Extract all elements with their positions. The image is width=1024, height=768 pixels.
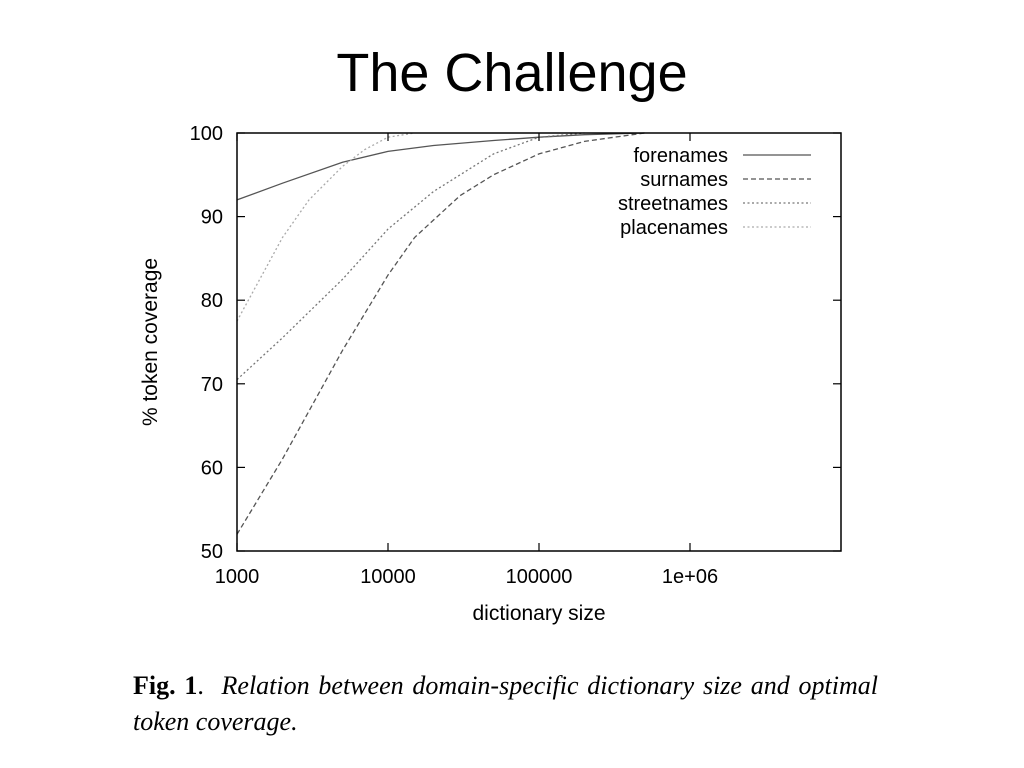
- x-tick-label: 1e+06: [662, 566, 718, 588]
- y-tick-label: 90: [201, 207, 223, 229]
- y-tick-label: 60: [201, 457, 223, 479]
- y-tick-label: 80: [201, 290, 223, 312]
- series-line-surnames: [236, 132, 645, 535]
- legend-label-placenames: placenames: [620, 217, 728, 239]
- figure-caption-text: Relation between domain-specific diction…: [133, 671, 879, 736]
- x-axis-title: dictionary size: [472, 602, 605, 625]
- slide-title: The Challenge: [336, 43, 688, 103]
- series-layer: [236, 132, 645, 535]
- y-axis-title: % token coverage: [139, 258, 162, 426]
- figure-caption: Fig. 1. Relation between domain-specific…: [133, 668, 878, 740]
- x-tick-label: 1000: [215, 566, 260, 588]
- series-line-streetnames: [236, 132, 585, 381]
- y-tick-label: 100: [190, 123, 223, 145]
- ticks-layer: 1000 10000 100000 1e+06 50 60 70 80 90 100: [190, 123, 841, 588]
- legend-label-forenames: forenames: [634, 145, 729, 167]
- legend-label-surnames: surnames: [640, 169, 728, 191]
- y-tick-label: 70: [201, 374, 223, 396]
- legend-label-streetnames: streetnames: [618, 193, 728, 215]
- figure-label-separator: .: [197, 671, 204, 700]
- x-tick-label: 100000: [506, 566, 573, 588]
- figure-label: Fig. 1: [133, 671, 198, 700]
- series-line-placenames: [236, 132, 415, 322]
- y-tick-label: 50: [201, 541, 223, 563]
- x-tick-label: 10000: [360, 566, 416, 588]
- series-line-forenames: [236, 132, 645, 201]
- plot-frame: [236, 132, 842, 552]
